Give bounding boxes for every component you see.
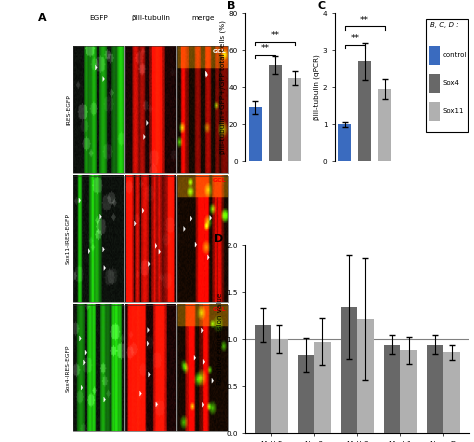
Polygon shape	[100, 214, 101, 219]
Text: GCL: GCL	[212, 49, 226, 53]
Bar	[73, 176, 124, 302]
Text: Sox4: Sox4	[442, 80, 459, 86]
Text: Sox4-IRES-EGFP: Sox4-IRES-EGFP	[66, 345, 71, 392]
Polygon shape	[103, 76, 105, 81]
Bar	[357, 320, 374, 433]
Polygon shape	[144, 134, 146, 139]
Polygon shape	[205, 71, 207, 76]
Text: B, C, D :: B, C, D :	[430, 22, 458, 28]
Polygon shape	[190, 216, 192, 221]
Polygon shape	[104, 397, 106, 402]
Y-axis label: βIII-tubulin (qPCR): βIII-tubulin (qPCR)	[313, 54, 320, 120]
Text: B: B	[228, 1, 236, 11]
Text: merge: merge	[191, 15, 214, 21]
Polygon shape	[147, 341, 149, 346]
Bar	[358, 61, 371, 161]
Bar	[271, 339, 288, 433]
Polygon shape	[202, 402, 204, 407]
Bar	[73, 46, 124, 172]
Bar	[443, 352, 460, 433]
Bar	[289, 78, 301, 161]
Bar	[338, 124, 351, 161]
Bar	[255, 325, 271, 433]
Polygon shape	[195, 242, 197, 247]
Polygon shape	[81, 385, 83, 390]
Bar	[429, 74, 440, 93]
Bar	[427, 345, 443, 433]
Bar	[341, 307, 357, 433]
Bar	[177, 46, 228, 172]
Polygon shape	[80, 336, 82, 341]
Bar	[298, 355, 314, 433]
Polygon shape	[194, 355, 196, 360]
Polygon shape	[201, 328, 203, 333]
Polygon shape	[104, 266, 106, 271]
Bar	[429, 102, 440, 121]
Polygon shape	[148, 372, 150, 377]
Polygon shape	[102, 247, 104, 252]
Bar	[314, 342, 330, 433]
Text: GCL: GCL	[212, 178, 226, 183]
Text: **: **	[360, 16, 369, 25]
Bar	[378, 89, 391, 161]
Bar	[125, 176, 176, 302]
Bar	[177, 176, 228, 302]
Text: EGFP: EGFP	[89, 15, 108, 21]
Text: C: C	[317, 1, 325, 11]
Text: **: **	[350, 34, 359, 43]
Text: βIII-tubulin: βIII-tubulin	[131, 15, 170, 21]
Bar	[249, 107, 262, 161]
Polygon shape	[148, 262, 150, 267]
Text: D: D	[214, 234, 223, 244]
Polygon shape	[83, 360, 85, 365]
Polygon shape	[88, 248, 90, 254]
Text: **: **	[261, 44, 270, 53]
Bar	[125, 46, 176, 172]
Bar	[429, 46, 440, 65]
Polygon shape	[135, 221, 137, 226]
Text: **: **	[271, 31, 280, 40]
Text: IRES-EGFP: IRES-EGFP	[66, 94, 71, 125]
Polygon shape	[85, 350, 87, 355]
Polygon shape	[147, 328, 149, 332]
Bar	[125, 305, 176, 431]
Bar	[384, 345, 401, 433]
Polygon shape	[95, 65, 97, 70]
Polygon shape	[183, 226, 185, 232]
Text: GCL: GCL	[212, 308, 226, 312]
Polygon shape	[203, 359, 205, 364]
Polygon shape	[210, 215, 212, 221]
Text: Sox11-IRES-EGFP: Sox11-IRES-EGFP	[66, 213, 71, 264]
Polygon shape	[159, 249, 161, 254]
Text: control: control	[442, 52, 467, 57]
Polygon shape	[206, 72, 208, 77]
Polygon shape	[146, 120, 148, 126]
Polygon shape	[79, 198, 81, 203]
Text: A: A	[38, 13, 46, 23]
Bar	[269, 65, 282, 161]
Bar	[401, 351, 417, 433]
Polygon shape	[139, 391, 141, 396]
Polygon shape	[212, 378, 214, 383]
Bar	[73, 305, 124, 431]
Polygon shape	[208, 255, 210, 260]
Polygon shape	[142, 208, 144, 213]
Polygon shape	[156, 402, 158, 407]
Y-axis label: βIII-tubulin+GFP+/GFP total cells (%): βIII-tubulin+GFP+/GFP total cells (%)	[219, 20, 226, 154]
Text: Sox11: Sox11	[442, 108, 464, 114]
Polygon shape	[155, 244, 157, 248]
Y-axis label: Relative expression value: Relative expression value	[218, 293, 223, 385]
Bar	[177, 305, 228, 431]
FancyBboxPatch shape	[426, 19, 468, 132]
